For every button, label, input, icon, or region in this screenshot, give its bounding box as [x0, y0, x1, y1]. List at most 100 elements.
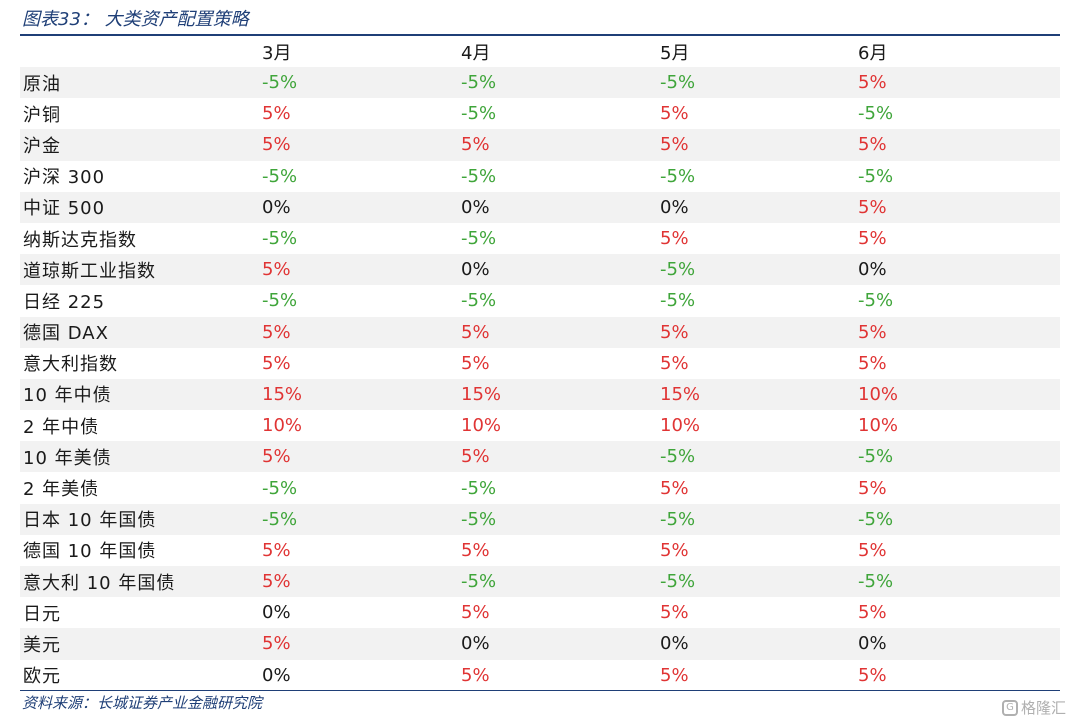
table-row: 美元 5% 0% 0% 0%	[20, 628, 1060, 660]
column-header: 4月	[461, 42, 491, 64]
allocation-cell: 5%	[858, 72, 887, 94]
allocation-table: 3月 4月 5月 6月 原油 -5% -5% -5% 5% 沪铜 5% -5% 5% -5% 沪金 5…	[20, 36, 1060, 691]
table-row: 沪深 300 -5% -5% -5% -5%	[20, 161, 1060, 192]
bottom-rule	[20, 690, 1060, 691]
allocation-cell: -5%	[858, 290, 894, 312]
table-row: 欧元 0% 5% 5% 5%	[20, 660, 1060, 691]
table-row: 沪金 5% 5% 5% 5%	[20, 129, 1060, 161]
figure-title: 图表33： 大类资产配置策略	[22, 9, 249, 30]
allocation-cell: 5%	[858, 352, 887, 374]
asset-name: 欧元	[23, 666, 61, 688]
asset-name: 意大利 10 年国债	[23, 572, 176, 594]
table-row: 原油 -5% -5% -5% 5%	[20, 67, 1060, 99]
table-row: 日元 0% 5% 5% 5%	[20, 597, 1060, 628]
allocation-cell: -5%	[660, 508, 696, 530]
allocation-cell: 5%	[262, 633, 291, 655]
allocation-cell: 5%	[262, 446, 291, 468]
allocation-cell: 5%	[858, 228, 887, 250]
table-row: 纳斯达克指数 -5% -5% 5% 5%	[20, 223, 1060, 254]
table-row: 道琼斯工业指数 5% 0% -5% 0%	[20, 254, 1060, 286]
allocation-cell: 5%	[660, 539, 689, 561]
allocation-cell: 5%	[660, 352, 689, 374]
allocation-cell: 0%	[262, 196, 291, 218]
allocation-cell: 5%	[858, 602, 887, 624]
allocation-cell: 5%	[461, 602, 490, 624]
allocation-cell: -5%	[262, 228, 298, 250]
allocation-cell: 10%	[858, 415, 899, 437]
watermark: G 格隆汇	[1001, 697, 1066, 718]
table-row: 沪铜 5% -5% 5% -5%	[20, 98, 1060, 129]
allocation-cell: 0%	[660, 633, 689, 655]
watermark-text: 格隆汇	[1020, 699, 1066, 717]
allocation-cell: -5%	[858, 446, 894, 468]
allocation-cell: 5%	[262, 321, 291, 343]
asset-name: 美元	[23, 634, 61, 656]
column-header: 3月	[262, 42, 292, 64]
allocation-cell: 5%	[262, 571, 291, 593]
allocation-cell: 15%	[660, 383, 701, 405]
asset-name: 沪深 300	[23, 167, 106, 189]
asset-name: 道琼斯工业指数	[23, 260, 156, 282]
column-header: 6月	[858, 42, 888, 64]
allocation-cell: 0%	[858, 259, 887, 281]
asset-name: 日元	[23, 603, 61, 625]
allocation-cell: 5%	[660, 664, 689, 686]
allocation-cell: 10%	[262, 415, 303, 437]
allocation-cell: -5%	[262, 72, 298, 94]
table-row: 德国 10 年国债 5% 5% 5% 5%	[20, 535, 1060, 566]
asset-name: 意大利指数	[23, 354, 118, 376]
table-row: 日本 10 年国债 -5% -5% -5% -5%	[20, 503, 1060, 535]
allocation-cell: 5%	[660, 602, 689, 624]
allocation-cell: -5%	[262, 165, 298, 187]
allocation-cell: -5%	[858, 508, 894, 530]
allocation-cell: 0%	[858, 633, 887, 655]
allocation-cell: 5%	[262, 134, 291, 156]
allocation-cell: 5%	[461, 134, 490, 156]
allocation-cell: 5%	[858, 321, 887, 343]
allocation-cell: 5%	[858, 134, 887, 156]
allocation-cell: 5%	[461, 664, 490, 686]
allocation-cell: -5%	[461, 72, 497, 94]
allocation-cell: 5%	[858, 539, 887, 561]
allocation-cell: -5%	[461, 571, 497, 593]
allocation-cell: 5%	[660, 228, 689, 250]
g-logo-icon: G	[1001, 699, 1018, 716]
table-row: 10 年中债 15% 15% 15% 10%	[20, 378, 1060, 411]
allocation-cell: 5%	[262, 103, 291, 125]
asset-name: 10 年美债	[23, 447, 112, 469]
allocation-cell: -5%	[262, 290, 298, 312]
allocation-cell: 5%	[858, 196, 887, 218]
allocation-cell: -5%	[660, 571, 696, 593]
allocation-cell: 5%	[858, 664, 887, 686]
asset-name: 德国 10 年国债	[23, 541, 157, 563]
allocation-cell: -5%	[461, 165, 497, 187]
allocation-cell: 0%	[262, 602, 291, 624]
allocation-cell: 5%	[461, 446, 490, 468]
allocation-cell: 5%	[262, 259, 291, 281]
allocation-cell: 5%	[461, 321, 490, 343]
allocation-cell: 5%	[262, 539, 291, 561]
allocation-cell: -5%	[660, 259, 696, 281]
allocation-cell: 10%	[858, 383, 899, 405]
allocation-cell: 5%	[858, 477, 887, 499]
asset-name: 2 年中债	[23, 416, 100, 438]
asset-name: 德国 DAX	[23, 323, 109, 345]
table-row: 中证 500 0% 0% 0% 5%	[20, 191, 1060, 223]
allocation-cell: 5%	[660, 477, 689, 499]
allocation-cell: -5%	[660, 290, 696, 312]
asset-name: 原油	[23, 73, 61, 95]
table-row: 德国 DAX 5% 5% 5% 5%	[20, 316, 1060, 348]
source-note: 资料来源：长城证券产业金融研究院	[22, 694, 263, 712]
allocation-cell: -5%	[461, 228, 497, 250]
allocation-cell: 0%	[461, 633, 490, 655]
allocation-cell: -5%	[262, 508, 298, 530]
asset-name: 2 年美债	[23, 479, 100, 501]
table-row: 10 年美债 5% 5% -5% -5%	[20, 441, 1060, 473]
allocation-cell: 5%	[461, 352, 490, 374]
allocation-cell: 0%	[461, 196, 490, 218]
asset-name: 沪金	[23, 135, 61, 157]
table-row: 意大利指数 5% 5% 5% 5%	[20, 348, 1060, 379]
allocation-cell: -5%	[461, 290, 497, 312]
allocation-cell: 10%	[461, 415, 502, 437]
asset-name: 日本 10 年国债	[23, 510, 157, 532]
